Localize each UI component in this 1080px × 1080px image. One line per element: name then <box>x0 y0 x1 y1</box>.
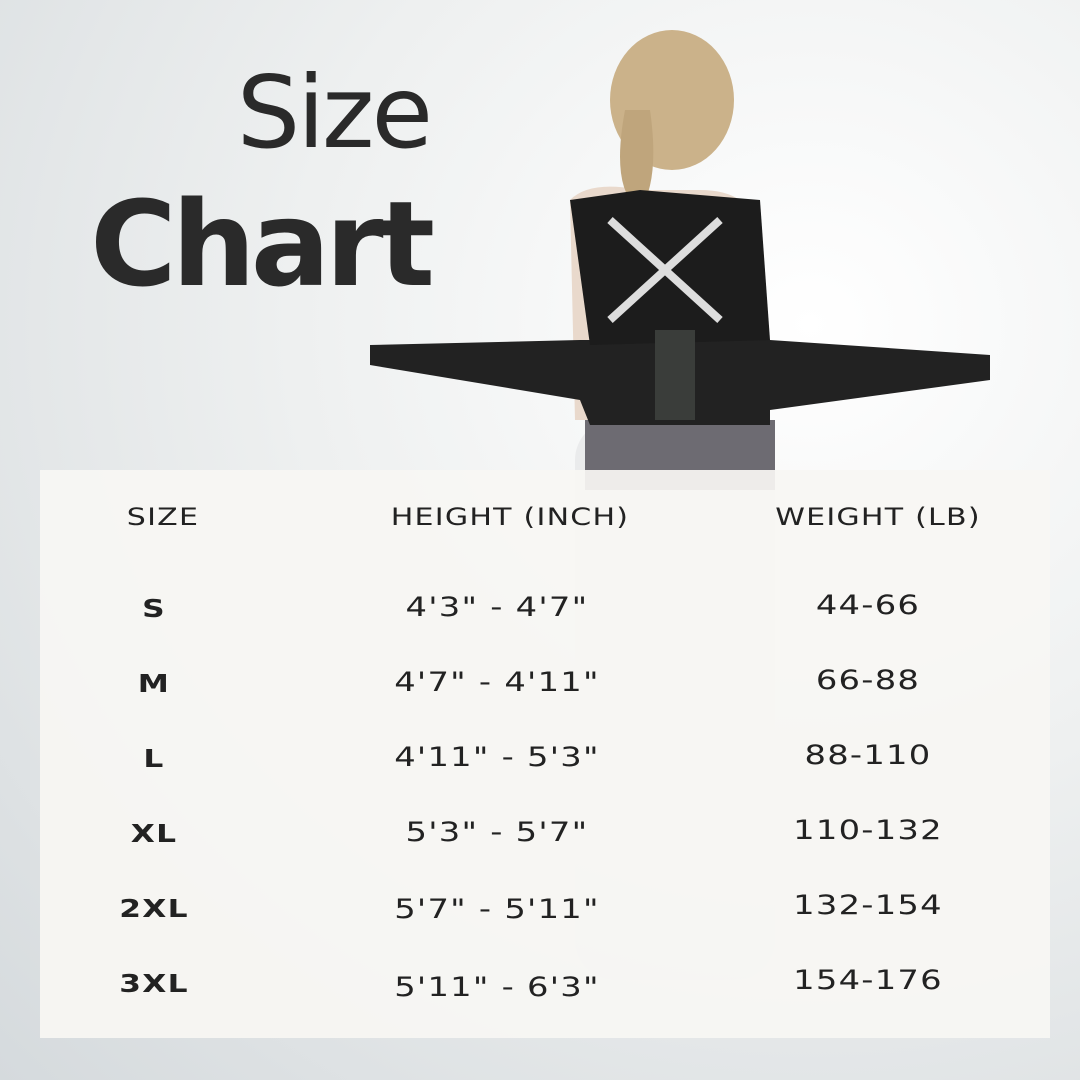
title-line-1: Size <box>236 54 433 171</box>
row-weight: 132-154 <box>793 890 943 921</box>
row-size: M <box>137 669 171 698</box>
row-weight: 66-88 <box>815 665 921 696</box>
row-size: L <box>143 744 165 773</box>
row-height: 5'3" - 5'7" <box>405 817 589 848</box>
title-line-2: Chart <box>90 175 435 313</box>
row-weight: 88-110 <box>804 740 932 771</box>
row-size: XL <box>130 819 178 848</box>
row-height: 4'11" - 5'3" <box>394 742 600 773</box>
header-height: HEIGHT (INCH) <box>390 503 630 531</box>
row-size: 2XL <box>119 894 189 923</box>
row-size: S <box>142 594 166 623</box>
header-size: SIZE <box>126 503 200 531</box>
row-height: 4'3" - 4'7" <box>405 592 589 623</box>
row-size: 3XL <box>119 969 189 998</box>
row-weight: 154-176 <box>793 965 943 996</box>
row-height: 4'7" - 4'11" <box>394 667 600 698</box>
row-height: 5'7" - 5'11" <box>394 894 600 925</box>
row-height: 5'11" - 6'3" <box>394 972 600 1003</box>
row-weight: 44-66 <box>815 590 921 621</box>
row-weight: 110-132 <box>793 815 943 846</box>
header-weight: WEIGHT (LB) <box>775 503 981 531</box>
size-table: SIZE HEIGHT (INCH) WEIGHT (LB) S 4'3" - … <box>40 470 1050 1038</box>
